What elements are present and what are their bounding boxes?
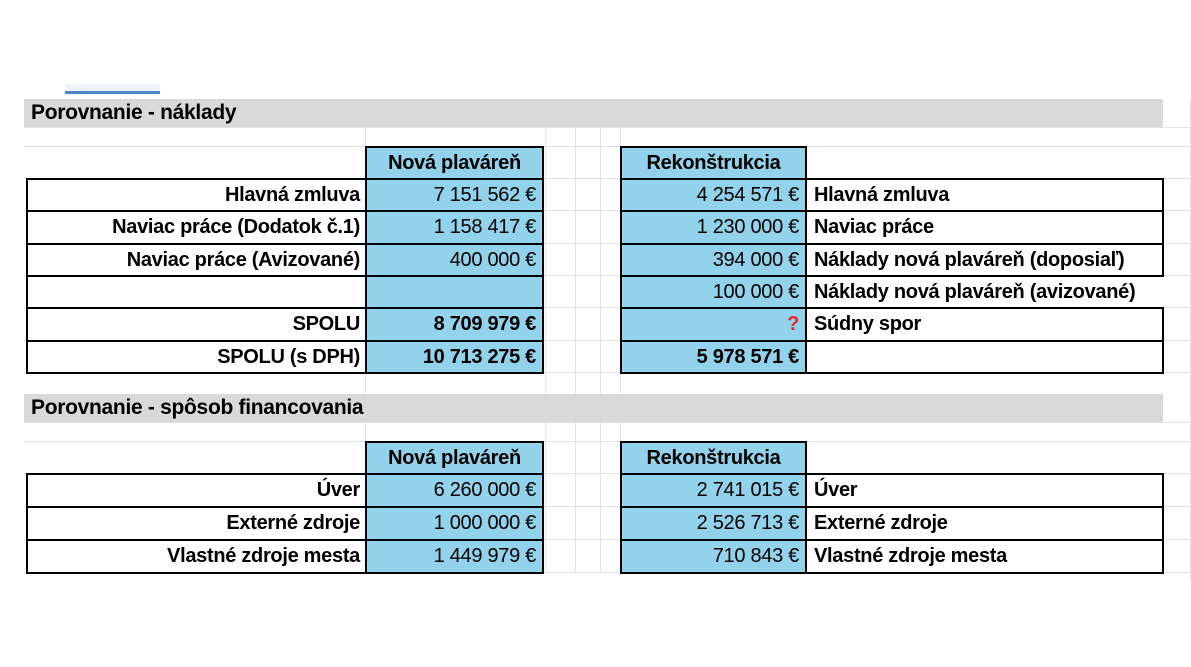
gridline (24, 473, 1190, 474)
gridline (24, 127, 1190, 128)
s1-r3-val-new[interactable]: 400 000 € (365, 243, 544, 277)
gridline (24, 243, 1190, 244)
decor-highlight (65, 84, 160, 92)
s1-r6-val-new[interactable]: 10 713 275 € (365, 340, 544, 374)
s1-r4-val-reco[interactable]: 100 000 € (620, 275, 807, 309)
s1-r5-label-right[interactable]: Súdny spor (805, 307, 1164, 342)
s1-r1-label-right[interactable]: Hlavná zmluva (805, 178, 1164, 212)
s1-r2-label-right[interactable]: Naviac práce (805, 210, 1164, 245)
s1-r2-val-new[interactable]: 1 158 417 € (365, 210, 544, 245)
s1-r3-label-left[interactable]: Naviac práce (Avizované) (26, 243, 367, 277)
s2-header-nova-plavaren[interactable]: Nová plaváreň (365, 441, 544, 475)
s1-r5-label-left[interactable]: SPOLU (26, 307, 367, 342)
s2-r2-label-left[interactable]: Externé zdroje (26, 506, 367, 541)
s2-r1-label-right[interactable]: Úver (805, 473, 1164, 508)
gridline (24, 146, 1190, 147)
gridline (24, 178, 1190, 179)
s2-r1-val-new[interactable]: 6 260 000 € (365, 473, 544, 508)
s1-r6-label-left[interactable]: SPOLU (s DPH) (26, 340, 367, 374)
s2-r3-label-right[interactable]: Vlastné zdroje mesta (805, 539, 1164, 574)
s1-r3-label-right[interactable]: Náklady nová plaváreň (doposiaľ) (805, 243, 1164, 277)
decor-underline (65, 91, 160, 94)
gridline (575, 127, 576, 573)
s1-r4-val-new[interactable] (365, 275, 544, 309)
s1-r4-label-left[interactable] (26, 275, 367, 309)
s1-r4-label-right[interactable]: Náklady nová plaváreň (avizované) (805, 275, 1164, 309)
s2-r3-val-reco[interactable]: 710 843 € (620, 539, 807, 574)
s2-r1-label-left[interactable]: Úver (26, 473, 367, 508)
gridline (24, 340, 1190, 341)
section2-title: Porovnanie - spôsob financovania (31, 396, 364, 419)
s2-r3-val-new[interactable]: 1 449 979 € (365, 539, 544, 574)
s2-r1-val-reco[interactable]: 2 741 015 € (620, 473, 807, 508)
gridline (24, 275, 1190, 276)
s2-r3-label-left[interactable]: Vlastné zdroje mesta (26, 539, 367, 574)
s2-r2-val-reco[interactable]: 2 526 713 € (620, 506, 807, 541)
section1-title: Porovnanie - náklady (31, 101, 237, 124)
s1-r5-val-reco-unknown[interactable]: ? (620, 307, 807, 342)
gridline (24, 539, 1190, 540)
gridline (24, 307, 1190, 308)
s2-header-rekonstrukcia[interactable]: Rekonštrukcia (620, 441, 807, 475)
s1-r6-val-reco[interactable]: 5 978 571 € (620, 340, 807, 374)
s1-r1-val-reco[interactable]: 4 254 571 € (620, 178, 807, 212)
s1-r3-val-reco[interactable]: 394 000 € (620, 243, 807, 277)
gridline (24, 441, 1190, 442)
s2-r2-val-new[interactable]: 1 000 000 € (365, 506, 544, 541)
gridline (545, 127, 546, 573)
gridline (600, 127, 601, 573)
gridline (24, 210, 1190, 211)
gridline (24, 572, 1190, 573)
s1-r6-label-right[interactable] (805, 340, 1164, 374)
s2-r2-label-right[interactable]: Externé zdroje (805, 506, 1164, 541)
s1-r1-label-left[interactable]: Hlavná zmluva (26, 178, 367, 212)
gridline (24, 506, 1190, 507)
s1-header-rekonstrukcia[interactable]: Rekonštrukcia (620, 146, 807, 180)
s1-header-nova-plavaren[interactable]: Nová plaváreň (365, 146, 544, 180)
s1-r1-val-new[interactable]: 7 151 562 € (365, 178, 544, 212)
s1-r2-label-left[interactable]: Naviac práce (Dodatok č.1) (26, 210, 367, 245)
gridline (24, 372, 1190, 373)
s1-r2-val-reco[interactable]: 1 230 000 € (620, 210, 807, 245)
s1-r5-val-new[interactable]: 8 709 979 € (365, 307, 544, 342)
section1-title-band[interactable]: Porovnanie - náklady (24, 99, 1163, 127)
section2-title-band[interactable]: Porovnanie - spôsob financovania (24, 394, 1163, 422)
gridline (24, 422, 1190, 423)
